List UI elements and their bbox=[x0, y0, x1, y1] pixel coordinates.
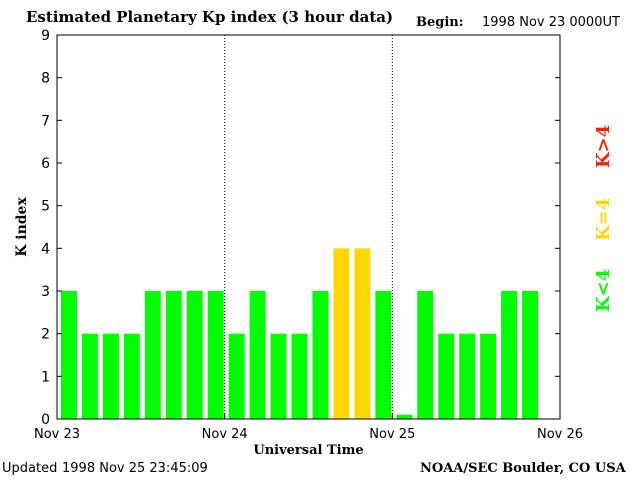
x-tick-label: Nov 24 bbox=[202, 427, 248, 442]
kp-bar bbox=[186, 291, 203, 419]
kp-bar bbox=[207, 291, 224, 419]
y-tick-label: 0 bbox=[41, 412, 50, 428]
kp-bar bbox=[396, 414, 413, 419]
kp-bar bbox=[270, 333, 287, 419]
updated-label: Updated bbox=[2, 461, 58, 476]
kp-bar bbox=[501, 291, 518, 419]
credit-line: NOAA/SEC Boulder, CO USA bbox=[420, 461, 626, 476]
kp-bar bbox=[480, 333, 497, 419]
kp-bar bbox=[354, 248, 371, 419]
y-tick-label: 3 bbox=[41, 284, 50, 300]
x-tick-label: Nov 26 bbox=[537, 427, 583, 442]
kp-bar bbox=[312, 291, 329, 419]
kp-bar bbox=[438, 333, 455, 419]
kp-bar bbox=[102, 333, 119, 419]
kp-bar bbox=[165, 291, 182, 419]
y-tick-label: 7 bbox=[41, 113, 50, 129]
kp-bar bbox=[144, 291, 161, 419]
legend-low: K<4 bbox=[593, 268, 614, 312]
y-tick-label: 5 bbox=[41, 199, 50, 215]
plot-frame bbox=[56, 34, 561, 420]
y-tick-label: 1 bbox=[41, 369, 50, 385]
begin-label: Begin: bbox=[416, 15, 464, 30]
kp-bar bbox=[417, 291, 434, 419]
y-tick-label: 9 bbox=[41, 28, 50, 44]
kp-bar bbox=[522, 291, 539, 419]
x-tick-label: Nov 23 bbox=[34, 427, 80, 442]
chart-title: Estimated Planetary Kp index (3 hour dat… bbox=[26, 8, 394, 26]
y-tick-label: 8 bbox=[41, 71, 50, 87]
legend-equal: K=4 bbox=[593, 197, 614, 241]
y-tick-label: 6 bbox=[41, 156, 50, 172]
y-axis-label: K index bbox=[14, 197, 30, 257]
legend-high: K>4 bbox=[593, 124, 614, 168]
y-tick-label: 2 bbox=[41, 327, 50, 343]
x-tick-label: Nov 25 bbox=[369, 427, 415, 442]
kp-bar bbox=[228, 333, 245, 419]
kp-bar bbox=[459, 333, 476, 419]
kp-bar bbox=[81, 333, 98, 419]
kp-bar bbox=[291, 333, 308, 419]
x-axis-label: Universal Time bbox=[253, 443, 363, 458]
y-tick-label: 4 bbox=[41, 241, 50, 257]
updated-timestamp: 1998 Nov 25 23:45:09 bbox=[62, 461, 208, 476]
kp-bar bbox=[123, 333, 140, 419]
begin-value: 1998 Nov 23 0000UT bbox=[482, 15, 620, 30]
kp-bar bbox=[333, 248, 350, 419]
kp-bar bbox=[375, 291, 392, 419]
kp-bar bbox=[249, 291, 266, 419]
kp-bar bbox=[61, 291, 77, 419]
